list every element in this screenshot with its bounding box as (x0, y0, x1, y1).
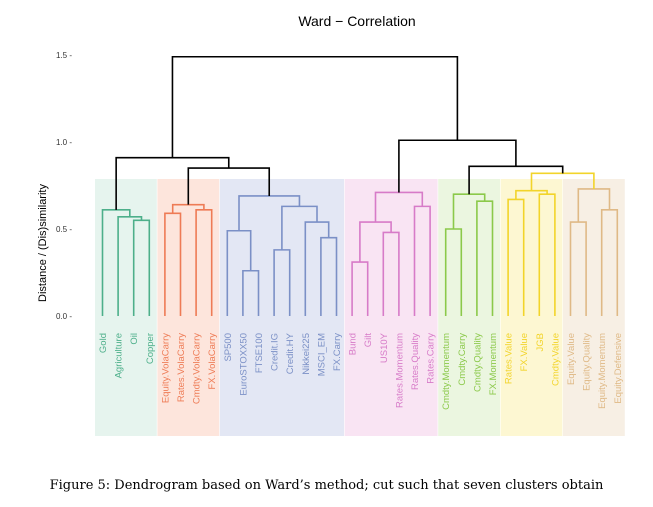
leaf-label: FX.Carry (332, 333, 343, 371)
leaf-label: FX.VolaCarry (207, 333, 218, 390)
leaf-label: MSCI_EM (316, 333, 327, 376)
y-axis-label: Distance / (Dis)similarity (37, 184, 49, 302)
leaf-label: Equity.Value (566, 333, 577, 385)
leaf-label: JGB (535, 333, 546, 351)
leaf-label: Rates.Value (504, 333, 515, 384)
chart-title: Ward − Correlation (298, 13, 415, 29)
leaf-label: Credit.IG (270, 333, 281, 371)
y-tick-label: 1.0 - (56, 138, 72, 147)
leaf-label: Rates.Momentum (394, 333, 405, 408)
cluster-5-background (438, 179, 500, 436)
leaf-label: Equity.Momentum (597, 333, 608, 409)
dendrogram-chart: 0.0 - 0.5 - 1.0 - 1.5 - Gold Agriculture Oil C… (37, 13, 625, 436)
leaf-label: Cmdty.Value (550, 333, 561, 386)
leaf-label: Rates.VolaCarry (176, 333, 187, 402)
leaf-label: FX.Momentum (488, 333, 499, 395)
leaf-label: Credit.HY (285, 332, 296, 374)
dendrogram-branch (171, 55, 459, 158)
leaf-label: FX.Value (519, 333, 530, 371)
leaf-label: US10Y (379, 332, 390, 363)
leaf-label: Cmdty.Quality (472, 333, 483, 392)
leaf-label: Bund (348, 333, 359, 355)
leaf-label: Rates.Carry (426, 333, 437, 384)
cluster-1-background (95, 179, 157, 436)
leaf-label: SP500 (223, 333, 234, 362)
leaf-label: FTSE100 (254, 333, 265, 373)
y-tick-label: 0.0 - (56, 312, 72, 321)
leaf-label: Rates.Quality (410, 333, 421, 390)
y-axis: 0.0 - 0.5 - 1.0 - 1.5 - (56, 51, 72, 321)
dendrogram-branches (101, 55, 619, 316)
y-tick-label: 1.5 - (56, 51, 72, 60)
figure-caption: Figure 5: Dendrogram based on Ward’s met… (49, 478, 604, 493)
leaf-label: Nikkei225 (301, 333, 312, 375)
leaf-label: Equity.Defensive (613, 333, 624, 404)
cluster-2-background (157, 179, 220, 436)
leaf-label: Equity.Quality (582, 333, 593, 391)
leaf-label: Cmdty.VolaCarry (192, 333, 203, 404)
leaf-labels: Gold Agriculture Oil Copper Equity.VolaCarry… (98, 332, 624, 410)
cluster-6-background (500, 179, 563, 436)
cluster-backgrounds (95, 179, 625, 436)
cluster-4-background (344, 179, 438, 436)
leaf-label: Equity.VolaCarry (160, 333, 171, 403)
y-tick-label: 0.5 - (56, 225, 72, 234)
leaf-label: Cmdty.Momentum (441, 333, 452, 410)
leaf-label: Cmdty.Carry (457, 333, 468, 386)
leaf-label: Copper (145, 333, 156, 364)
leaf-label: Gilt (363, 333, 374, 348)
leaf-label: Gold (98, 333, 109, 353)
leaf-label: Agriculture (114, 333, 125, 378)
leaf-label: Oil (129, 333, 140, 345)
leaf-label: EuroSTOXX50 (238, 333, 249, 396)
